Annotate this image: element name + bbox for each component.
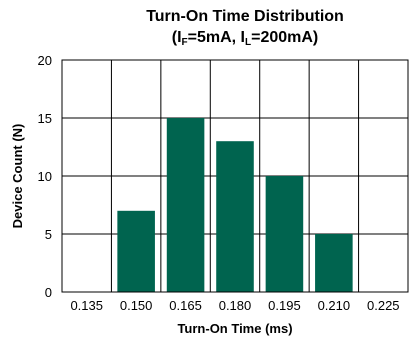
y-tick-label: 20 (38, 53, 52, 68)
y-tick-labels: 0 5 10 15 20 (38, 53, 52, 300)
x-tick-label: 0.165 (169, 298, 202, 313)
y-tick-label: 15 (38, 111, 52, 126)
chart-title-line2: (IF=5mA, IL=200mA) (70, 29, 412, 52)
y-axis-label: Device Count (N) (10, 124, 25, 229)
x-tick-label: 0.210 (318, 298, 351, 313)
x-tick-label: 0.180 (219, 298, 252, 313)
x-tick-label: 0.135 (70, 298, 103, 313)
title-subscript-f: F (181, 37, 188, 48)
title-cond-mid: =5mA, I (187, 29, 245, 46)
chart-title-line1: Turn-On Time Distribution (146, 8, 344, 25)
x-axis-label: Turn-On Time (ms) (177, 321, 292, 336)
bar-0.180 (216, 141, 254, 292)
title-cond-open: (I (171, 29, 182, 46)
plot-frame (61, 59, 409, 293)
y-tick-label: 0 (45, 285, 52, 300)
title-cond-close: =200mA) (251, 29, 319, 46)
title-subscript-l: L (244, 37, 252, 48)
x-tick-label: 0.225 (367, 298, 400, 313)
y-tick-label: 5 (45, 227, 52, 242)
x-tick-label: 0.195 (268, 298, 301, 313)
bar-0.150 (117, 210, 155, 292)
bar-0.195 (265, 176, 304, 292)
x-tick-label: 0.150 (120, 298, 153, 313)
x-tick-labels: 0.135 0.150 0.165 0.180 0.195 0.210 0.225 (70, 298, 399, 313)
bars (117, 118, 353, 292)
y-tick-label: 10 (38, 169, 52, 184)
bar-0.210 (315, 234, 353, 292)
bar-0.165 (166, 118, 205, 292)
